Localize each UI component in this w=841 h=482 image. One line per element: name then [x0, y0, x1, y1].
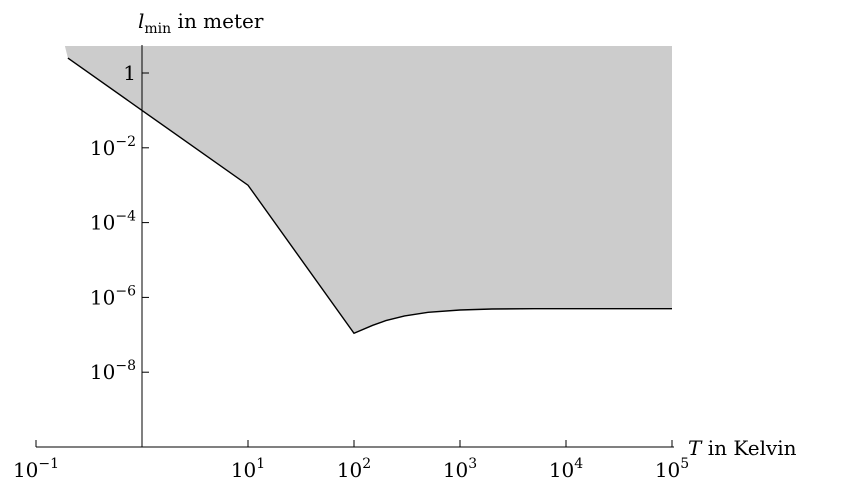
x-tick-label: 101 [231, 456, 265, 482]
y-axis-label: lmin in meter [138, 9, 264, 37]
y-tick-label: 10−6 [90, 283, 136, 309]
y-tick-label: 1 [123, 61, 136, 85]
feasible-region-fill [64, 46, 672, 334]
x-tick-label: 105 [655, 456, 689, 482]
x-axis-label: T in Kelvin [688, 436, 797, 460]
y-axis-ticks: 1 10−2 10−4 10−6 10−8 [90, 61, 149, 384]
x-tick-label: 104 [549, 456, 583, 482]
lmin-curve [67, 57, 672, 335]
y-tick-label: 10−4 [90, 209, 136, 235]
x-tick-label: 103 [443, 456, 477, 482]
x-tick-label: 10−1 [13, 456, 59, 482]
x-axis-ticks: 10−1 101 102 103 104 105 [13, 440, 689, 482]
x-tick-label: 102 [337, 456, 371, 482]
y-tick-label: 10−8 [90, 358, 136, 384]
y-tick-label: 10−2 [90, 134, 136, 160]
